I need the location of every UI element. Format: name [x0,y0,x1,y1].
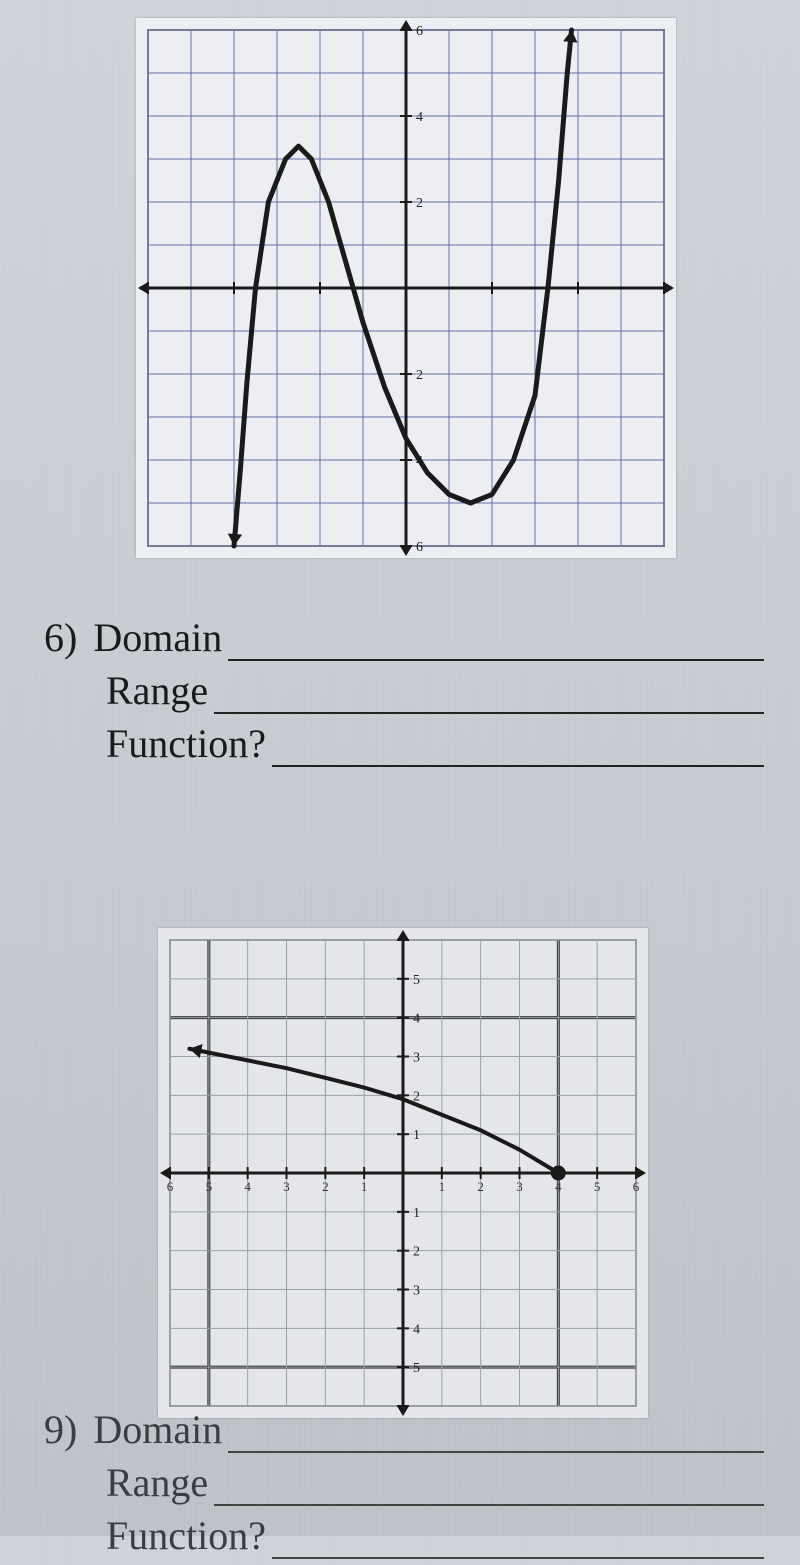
svg-text:3: 3 [283,1179,290,1194]
svg-text:2: 2 [416,196,423,211]
q6-range-label: Range [106,667,208,714]
svg-text:4: 4 [413,1012,420,1027]
graph-2: 6543211234565432112345 [158,928,648,1418]
svg-text:1: 1 [413,1128,420,1143]
svg-text:6: 6 [416,24,423,39]
svg-text:1: 1 [361,1179,368,1194]
graph-2-svg: 6543211234565432112345 [158,928,648,1418]
svg-text:3: 3 [413,1051,420,1066]
q6-range-blank[interactable] [214,680,764,714]
svg-text:1: 1 [439,1179,446,1194]
q9-range-blank[interactable] [214,1472,764,1506]
svg-text:5: 5 [206,1179,213,1194]
q9-number: 9) [44,1406,77,1453]
question-9: 9) Domain Range Function? [44,1400,764,1565]
q9-function-blank[interactable] [272,1525,764,1559]
q9-domain-label: Domain [93,1406,222,1453]
graph-1-svg: 642246 [136,18,676,558]
svg-text:2: 2 [416,368,423,383]
svg-text:6: 6 [167,1179,174,1194]
svg-text:4: 4 [416,110,423,125]
svg-text:2: 2 [413,1245,420,1260]
q6-domain-label: Domain [93,614,222,661]
svg-text:5: 5 [594,1179,601,1194]
q6-domain-blank[interactable] [228,627,764,661]
svg-text:3: 3 [413,1284,420,1299]
svg-text:2: 2 [322,1179,329,1194]
svg-text:3: 3 [516,1179,523,1194]
question-6: 6) Domain Range Function? [44,608,764,773]
svg-text:2: 2 [477,1179,484,1194]
svg-text:1: 1 [413,1206,420,1221]
svg-text:4: 4 [413,1322,420,1337]
graph-1: 642246 [136,18,676,558]
svg-text:5: 5 [413,973,420,988]
q6-number: 6) [44,614,77,661]
q6-function-label: Function? [106,720,266,767]
svg-text:6: 6 [416,540,423,555]
svg-text:5: 5 [413,1361,420,1376]
svg-text:4: 4 [244,1179,251,1194]
q6-function-blank[interactable] [272,733,764,767]
svg-text:4: 4 [555,1179,562,1194]
q9-domain-blank[interactable] [228,1419,764,1453]
q9-range-label: Range [106,1459,208,1506]
svg-text:6: 6 [633,1179,640,1194]
